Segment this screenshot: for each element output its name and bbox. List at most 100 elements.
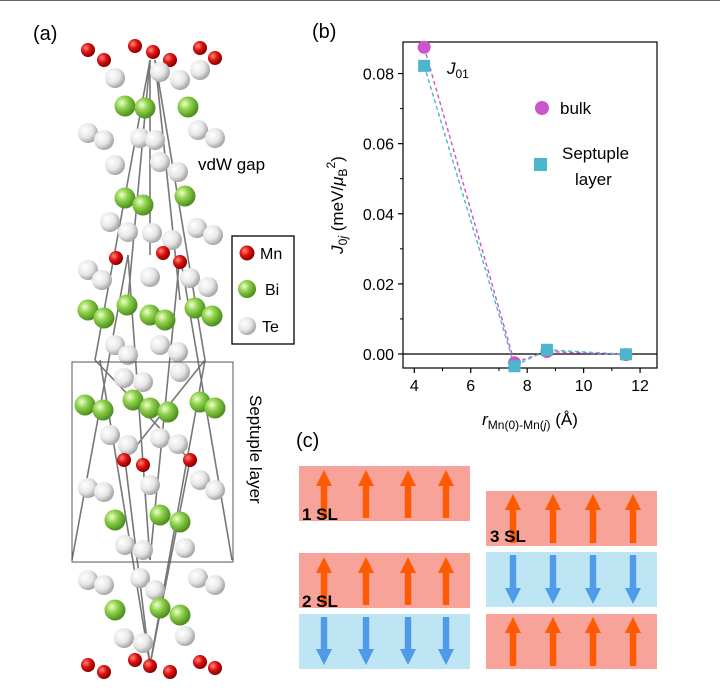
- mn-atom: [163, 665, 177, 679]
- legend-mn-swatch: [239, 245, 255, 261]
- mn-atom: [183, 453, 197, 467]
- mn-atom: [173, 255, 187, 269]
- septuple-point: [540, 343, 553, 356]
- spin-up-arrow: [505, 617, 521, 666]
- mn-atom: [208, 51, 222, 65]
- mn-atom: [156, 246, 170, 260]
- mn-atom: [128, 653, 142, 667]
- mn-atom: [143, 659, 157, 673]
- mn-atom: [193, 41, 207, 55]
- te-atom: [114, 368, 134, 388]
- panel-c-label: (c): [296, 430, 319, 452]
- exchange-chart: 4 6 8 10 12 0.00 0.02 0.04 0.06 0.08 J0j (meV/μB2…: [324, 40, 658, 432]
- te-atom: [170, 70, 190, 90]
- spin-up-arrow: [545, 494, 561, 543]
- septuple-point: [418, 59, 431, 72]
- te-atom: [140, 267, 160, 287]
- ylabel-unit: (meV/: [328, 186, 347, 236]
- y-tick-label: 0.06: [363, 137, 394, 154]
- spin-down-arrow: [316, 617, 332, 665]
- bi-atom: [116, 294, 138, 316]
- te-atom: [78, 570, 98, 590]
- spin-up-arrow: [545, 617, 561, 666]
- spin-up-arrow: [625, 494, 641, 543]
- layer-1sl-up: [299, 466, 470, 521]
- x-tick-label: 12: [631, 378, 649, 395]
- te-atom: [168, 162, 188, 182]
- septuple-box: [71, 361, 234, 563]
- legend-te-swatch: [238, 317, 256, 335]
- x-tick-label: 8: [523, 378, 532, 395]
- te-atom: [198, 277, 218, 297]
- te-atom: [180, 268, 200, 288]
- mn-atom: [128, 39, 142, 53]
- bi-atom: [92, 399, 114, 421]
- te-atom: [133, 540, 153, 560]
- spin-up-arrow: [438, 470, 454, 518]
- y-axis-label: J0j (meV/μB2): [324, 156, 350, 255]
- bi-atom: [104, 509, 126, 531]
- mn-atom: [81, 658, 95, 672]
- spin-up-arrow: [316, 557, 332, 605]
- bi-atom: [134, 97, 156, 119]
- te-atom: [100, 212, 120, 232]
- te-atom: [205, 575, 225, 595]
- te-atom: [100, 425, 120, 445]
- legend-septuple-marker: [534, 158, 547, 171]
- te-atom: [130, 128, 150, 148]
- legend-bi-swatch: [238, 280, 256, 298]
- te-atom: [94, 482, 114, 502]
- mn-atom: [136, 458, 150, 472]
- legend-bi-label: Bi: [265, 282, 279, 299]
- bi-atom: [93, 307, 115, 329]
- spin-down-arrow: [505, 555, 521, 604]
- spin-down-arrow: [585, 555, 601, 604]
- te-atom: [145, 130, 165, 150]
- te-atom: [168, 342, 188, 362]
- bi-atom: [204, 397, 226, 419]
- bi-atom: [114, 95, 136, 117]
- spin-up-arrow: [625, 617, 641, 666]
- magnetic-layers: 1 SL 2 SL 3 SL: [299, 466, 657, 669]
- y-tick-label: 0.04: [363, 207, 394, 224]
- septuple-layer-label: Septuple layer: [246, 395, 265, 504]
- bi-atom: [157, 401, 179, 423]
- spin-up-arrow: [438, 557, 454, 605]
- te-atom: [187, 218, 207, 238]
- spin-up-arrow: [358, 557, 374, 605]
- spin-up-arrow: [585, 494, 601, 543]
- bi-atom: [184, 297, 206, 319]
- ylabel-j: J: [328, 245, 347, 255]
- te-atom: [142, 223, 162, 243]
- te-atom: [118, 435, 138, 455]
- bi-atom: [74, 394, 96, 416]
- te-atom: [78, 260, 98, 280]
- top-rule: [0, 0, 720, 1]
- x-tick-label: 10: [575, 378, 593, 395]
- spin-down-arrow: [625, 555, 641, 604]
- legend-te-label: Te: [262, 319, 279, 336]
- te-atom: [205, 128, 225, 148]
- te-atom: [114, 628, 134, 648]
- te-atom: [140, 475, 160, 495]
- y-tick-label: 0.00: [363, 347, 394, 364]
- legend-septuple-label-1: Septuple: [562, 144, 629, 163]
- te-atom: [175, 538, 195, 558]
- panel-a-label: (a): [33, 23, 57, 45]
- spin-down-arrow: [400, 617, 416, 665]
- label-3sl: 3 SL: [490, 527, 526, 546]
- bi-atom: [122, 389, 144, 411]
- te-atom: [78, 478, 98, 498]
- mn-atom: [109, 251, 123, 265]
- te-atom: [170, 362, 190, 382]
- mn-atom: [208, 661, 222, 675]
- bi-atom: [149, 504, 171, 526]
- bi-atom: [114, 187, 136, 209]
- spin-down-arrow: [438, 617, 454, 665]
- label-2sl: 2 SL: [302, 592, 338, 611]
- te-atom: [92, 270, 112, 290]
- septuple-point: [619, 348, 632, 361]
- spin-up-arrow: [400, 470, 416, 518]
- svg-text:J0j (meV/μB2): J0j (meV/μB2): [324, 156, 350, 255]
